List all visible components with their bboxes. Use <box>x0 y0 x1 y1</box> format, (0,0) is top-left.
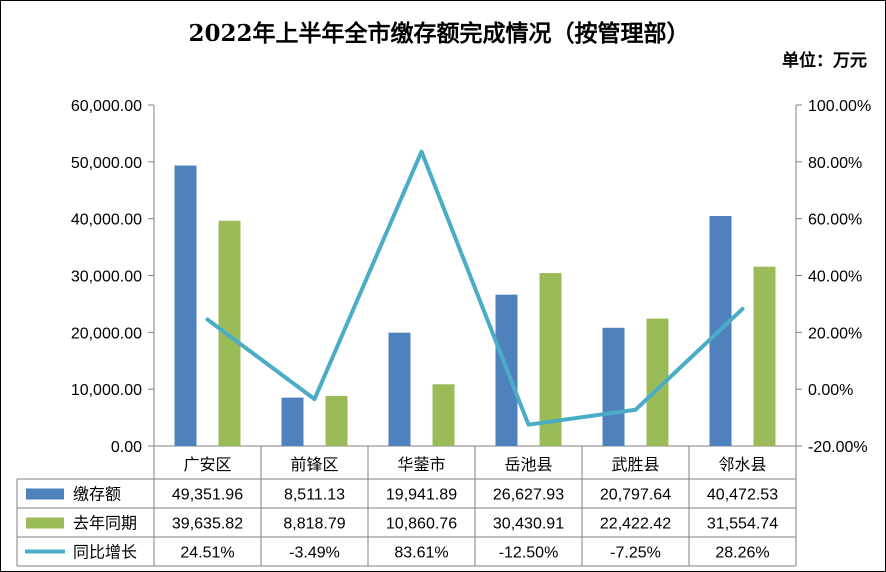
data-label: -12.50% <box>499 545 559 562</box>
data-label: 39,635.82 <box>172 516 243 533</box>
data-label: 26,627.93 <box>493 487 564 504</box>
chart-title: 2022年上半年全市缴存额完成情况（按管理部） <box>188 20 689 47</box>
data-label: 8,818.79 <box>283 516 345 533</box>
legend-key-last-year <box>26 517 64 529</box>
left-tick-label: 40,000.00 <box>71 212 142 229</box>
right-tick-label: -20.00% <box>808 439 868 456</box>
data-label: 10,860.76 <box>386 516 457 533</box>
bar-last-year <box>432 384 455 446</box>
growth-line <box>205 149 745 427</box>
right-tick-label: 0.00% <box>808 382 853 399</box>
data-label: 30,430.91 <box>493 516 564 533</box>
category-label: 武胜县 <box>611 455 659 474</box>
data-label: -7.25% <box>610 545 661 562</box>
unit-label: 单位：万元 <box>782 50 867 71</box>
right-tick-label: 60.00% <box>808 212 862 229</box>
category-label: 邻水县 <box>718 455 766 474</box>
left-tick-label: 50,000.00 <box>71 155 142 172</box>
data-label: 20,797.64 <box>600 487 671 504</box>
right-tick-label: 20.00% <box>808 325 862 342</box>
right-tick-label: 40.00% <box>808 269 862 286</box>
bar-last-year <box>218 220 241 446</box>
left-tick-label: 20,000.00 <box>71 325 142 342</box>
data-label: -3.49% <box>289 545 340 562</box>
data-label: 24.51% <box>180 545 234 562</box>
legend-key-current <box>26 488 64 500</box>
bar-current <box>281 397 304 446</box>
data-label: 19,941.89 <box>386 487 457 504</box>
left-tick-label: 30,000.00 <box>71 269 142 286</box>
data-label: 8,511.13 <box>284 487 345 504</box>
bar-current <box>388 332 411 446</box>
category-label: 岳池县 <box>504 455 552 474</box>
bar-current <box>174 165 197 446</box>
category-label: 广安区 <box>183 455 231 474</box>
series-name: 缴存额 <box>73 485 121 504</box>
category-label: 华蓥市 <box>397 455 445 474</box>
data-label: 31,554.74 <box>707 516 778 533</box>
data-label: 22,422.42 <box>600 516 671 533</box>
left-tick-label: 0.00 <box>111 439 142 456</box>
data-label: 83.61% <box>394 545 448 562</box>
bar-last-year <box>646 318 669 446</box>
right-tick-label: 80.00% <box>808 155 862 172</box>
bar-current <box>602 327 625 446</box>
category-label: 前锋区 <box>290 455 338 474</box>
series-name: 去年同期 <box>73 514 137 533</box>
right-tick-label: 100.00% <box>808 98 871 115</box>
left-tick-label: 10,000.00 <box>71 382 142 399</box>
data-label: 28.26% <box>715 545 769 562</box>
bar-last-year <box>753 266 776 446</box>
data-label: 49,351.96 <box>172 487 243 504</box>
series-name: 同比增长 <box>73 543 137 562</box>
bar-last-year <box>325 395 348 446</box>
left-tick-label: 60,000.00 <box>71 98 142 115</box>
bar-last-year <box>539 273 562 446</box>
data-label: 40,472.53 <box>707 487 778 504</box>
